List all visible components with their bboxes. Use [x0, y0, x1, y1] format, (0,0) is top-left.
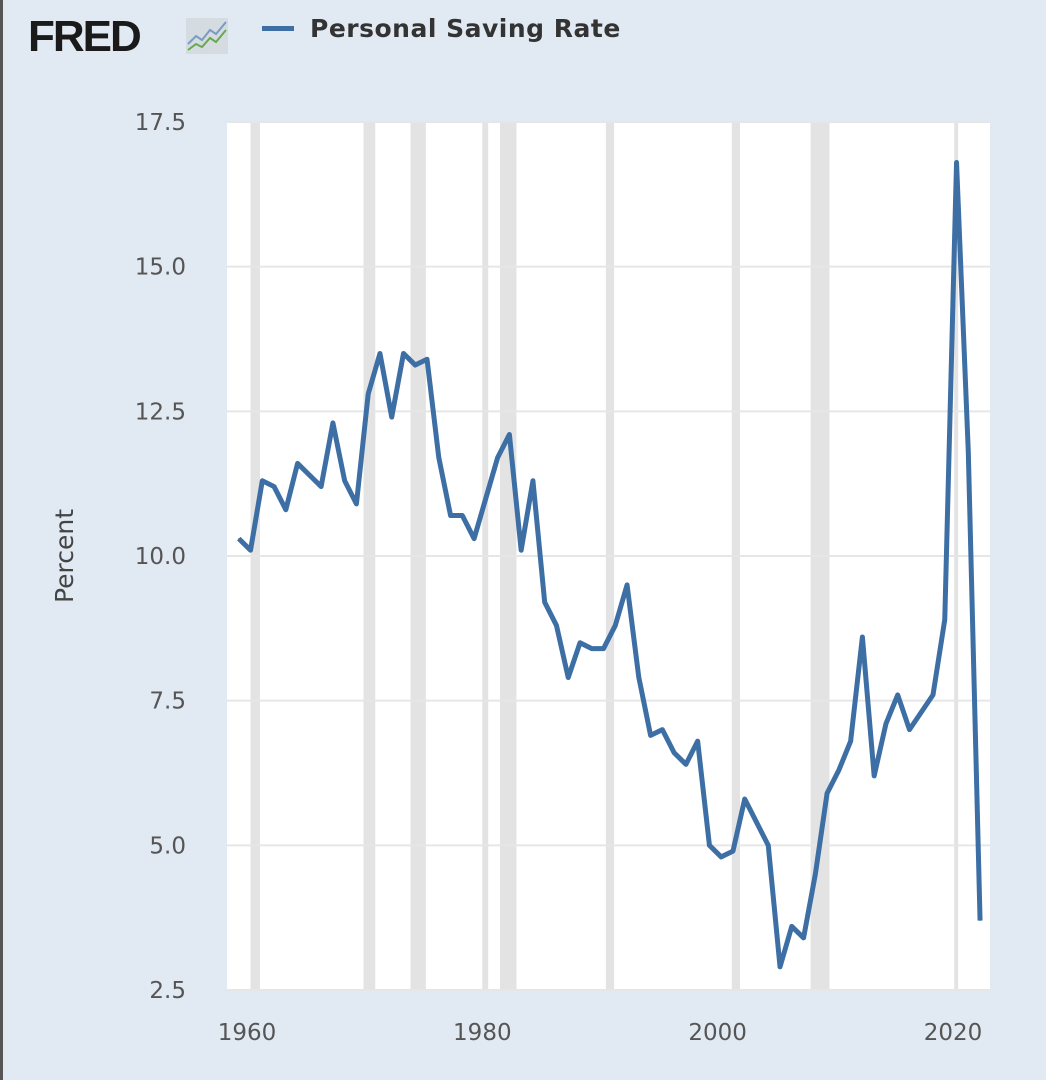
data-point [626, 584, 628, 586]
fred-logo: FRED [28, 12, 142, 61]
data-point [967, 451, 969, 453]
data-point [979, 920, 981, 922]
x-tick-label: 1960 [218, 1020, 277, 1046]
data-point [826, 792, 828, 794]
data-point [285, 509, 287, 511]
data-point [308, 474, 310, 476]
data-point [732, 850, 734, 852]
y-tick-label: 10.0 [135, 544, 186, 570]
data-point [555, 624, 557, 626]
y-tick-label: 5.0 [149, 833, 186, 859]
data-point [379, 352, 381, 354]
series-line [237, 160, 983, 970]
chart-legend: Personal Saving Rate [262, 14, 621, 43]
y-tick-label: 2.5 [149, 978, 186, 1004]
data-point [579, 642, 581, 644]
data-point [532, 480, 534, 482]
data-point [250, 549, 252, 551]
data-point [238, 538, 240, 540]
data-point [861, 636, 863, 638]
data-point [544, 601, 546, 603]
data-point [908, 729, 910, 731]
data-point [473, 538, 475, 540]
data-point [697, 740, 699, 742]
data-point [779, 966, 781, 968]
data-point [673, 752, 675, 754]
x-tick-label: 2000 [688, 1020, 747, 1046]
data-point [838, 769, 840, 771]
data-point [803, 937, 805, 939]
chart-line-icon [186, 18, 228, 54]
data-point [638, 677, 640, 679]
data-point [520, 549, 522, 551]
data-point [850, 740, 852, 742]
data-point [603, 648, 605, 650]
data-point [367, 393, 369, 395]
data-point [920, 711, 922, 713]
data-point [391, 416, 393, 418]
data-point [355, 503, 357, 505]
data-point [426, 358, 428, 360]
data-point [897, 694, 899, 696]
data-point [755, 821, 757, 823]
y-tick-label: 17.5 [135, 110, 186, 136]
data-point [402, 352, 404, 354]
data-point [508, 433, 510, 435]
x-tick-label: 1980 [453, 1020, 512, 1046]
data-point [956, 162, 958, 164]
data-point [450, 514, 452, 516]
data-point [261, 480, 263, 482]
data-point [614, 624, 616, 626]
data-point [273, 486, 275, 488]
legend-swatch [262, 26, 294, 31]
y-tick-label: 12.5 [135, 399, 186, 425]
data-point [873, 775, 875, 777]
y-axis-label: Percent [50, 509, 79, 603]
data-point [591, 648, 593, 650]
data-point [685, 763, 687, 765]
data-point [932, 694, 934, 696]
data-point [485, 497, 487, 499]
legend-label: Personal Saving Rate [310, 14, 621, 43]
window-edge [0, 0, 3, 1080]
y-tick-label: 15.0 [135, 255, 186, 281]
data-point [438, 457, 440, 459]
data-point [885, 723, 887, 725]
data-point [567, 677, 569, 679]
data-point [414, 364, 416, 366]
data-point [332, 422, 334, 424]
data-point [767, 844, 769, 846]
data-point [708, 844, 710, 846]
data-point [744, 798, 746, 800]
data-point [497, 457, 499, 459]
x-tick-label: 2020 [924, 1020, 983, 1046]
data-point [320, 486, 322, 488]
data-point [650, 734, 652, 736]
data-point [944, 619, 946, 621]
data-point [344, 480, 346, 482]
data-point [791, 925, 793, 927]
data-point [661, 729, 663, 731]
data-point [297, 462, 299, 464]
data-point [461, 514, 463, 516]
y-tick-label: 7.5 [149, 689, 186, 715]
data-point [814, 873, 816, 875]
data-point [720, 856, 722, 858]
